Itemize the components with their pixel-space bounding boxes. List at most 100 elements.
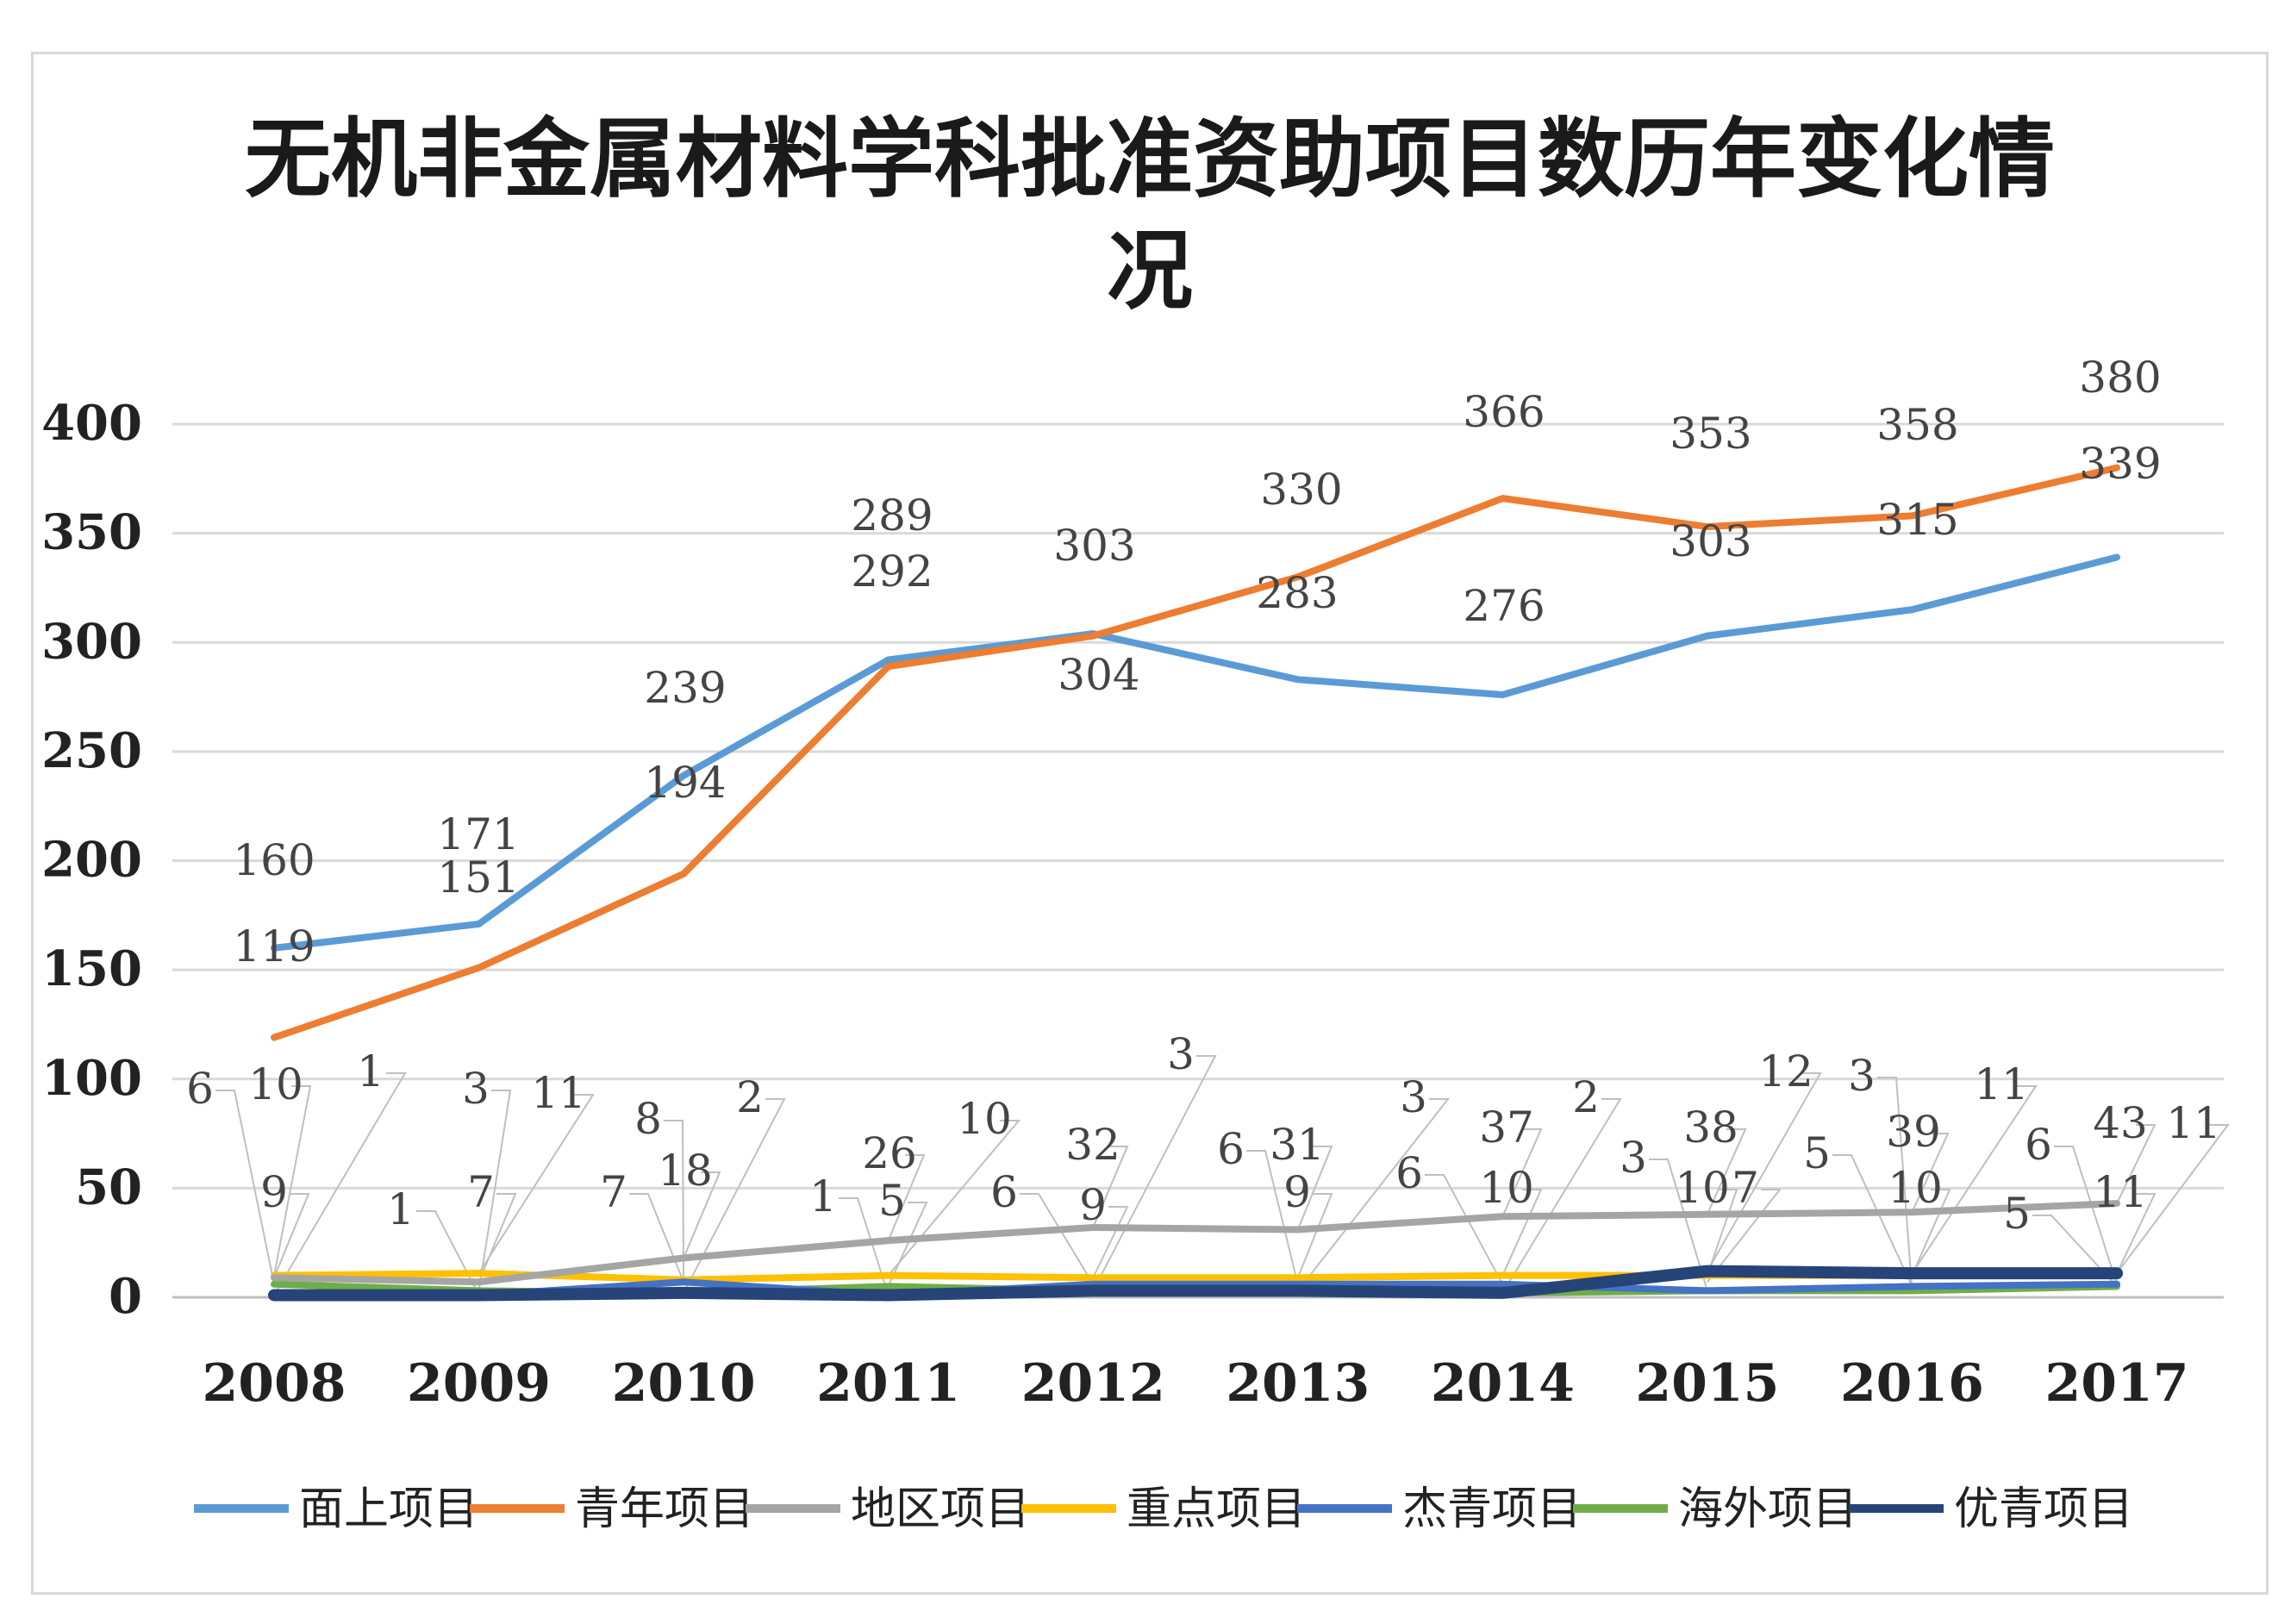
- label-leader-line: [477, 1094, 595, 1274]
- data-label: 8: [634, 1094, 662, 1144]
- data-label: 9: [1283, 1167, 1311, 1217]
- data-label: 10: [1675, 1163, 1730, 1213]
- data-label: 38: [1683, 1102, 1738, 1152]
- label-leader-line: [839, 1197, 889, 1296]
- series-line-面上项目: [271, 553, 2120, 952]
- x-tick-label-2008: 2008: [203, 1353, 346, 1414]
- label-leader-line: [215, 1090, 275, 1285]
- data-label: 6: [2025, 1120, 2052, 1170]
- data-label: 119: [233, 921, 315, 971]
- data-label: 289: [851, 490, 933, 540]
- data-label: 11: [2093, 1167, 2148, 1217]
- y-tick-label-200: 200: [41, 832, 142, 889]
- label-leader-line: [1707, 1189, 1782, 1283]
- label-leader-line: [683, 1098, 786, 1294]
- data-label: 7: [467, 1167, 495, 1217]
- label-leader-line: [887, 1120, 1021, 1277]
- data-label: 304: [1058, 650, 1139, 700]
- label-leader-line: [1911, 1133, 1950, 1213]
- data-label: 2: [1572, 1072, 1600, 1122]
- label-leader-line: [887, 1154, 926, 1241]
- data-label: 1: [357, 1046, 384, 1096]
- data-label: 11: [531, 1068, 586, 1118]
- label-leader-line: [2116, 1124, 2230, 1274]
- y-tick-label-150: 150: [41, 940, 142, 997]
- data-label: 6: [1395, 1148, 1423, 1198]
- data-label: 10: [957, 1094, 1012, 1144]
- label-leader-line: [273, 1072, 407, 1296]
- data-label: 10: [1888, 1163, 1943, 1213]
- data-label: 31: [1270, 1120, 1325, 1170]
- data-label: 315: [1876, 495, 1958, 545]
- label-leader-line: [1832, 1154, 1913, 1287]
- x-tick-label-2012: 2012: [1021, 1353, 1165, 1414]
- x-tick-label-2010: 2010: [612, 1353, 756, 1414]
- x-tick-label-2011: 2011: [816, 1353, 960, 1414]
- data-label: 171: [437, 809, 519, 859]
- label-leader-line: [1649, 1159, 1708, 1291]
- legend-label-杰青项目: 杰青项目: [1402, 1483, 1582, 1535]
- data-label: 3: [1848, 1051, 1876, 1101]
- data-label: 303: [1670, 516, 1751, 566]
- data-label: 353: [1670, 409, 1751, 459]
- label-leader-line: [1092, 1146, 1129, 1228]
- chart-title-line-1: 无机非金属材料学科批准资助项目数历年变化情: [245, 109, 2055, 209]
- data-label: 358: [1876, 400, 1958, 450]
- label-leader-line: [1911, 1189, 1951, 1277]
- data-label: 7: [600, 1167, 627, 1217]
- data-label: 11: [1974, 1059, 2029, 1109]
- series-line-优青项目: [268, 1265, 2123, 1302]
- chart-title-line-2: 况: [1107, 221, 1193, 322]
- data-label: 37: [1479, 1102, 1534, 1152]
- data-label: 339: [2079, 439, 2161, 489]
- label-leader-line: [664, 1120, 685, 1280]
- label-leader-line: [2032, 1215, 2118, 1288]
- data-label: 5: [1803, 1128, 1831, 1178]
- data-label: 160: [233, 835, 315, 885]
- data-label: 194: [644, 758, 726, 808]
- label-leader-line: [1246, 1150, 1299, 1285]
- legend-label-重点项目: 重点项目: [1127, 1483, 1306, 1535]
- label-leader-line: [2054, 1146, 2118, 1285]
- data-label: 330: [1260, 465, 1342, 515]
- data-label: 1: [387, 1184, 415, 1234]
- data-label: 3: [1620, 1133, 1647, 1183]
- legend-label-地区项目: 地区项目: [851, 1483, 1030, 1535]
- data-label: 380: [2079, 353, 2161, 403]
- data-label: 11: [2166, 1098, 2221, 1148]
- series-line-青年项目: [271, 464, 2120, 1041]
- label-leader-line: [1501, 1189, 1543, 1277]
- y-tick-label-250: 250: [41, 722, 142, 779]
- data-label: 6: [990, 1167, 1018, 1217]
- data-label: 5: [878, 1176, 906, 1226]
- label-leader-line: [1501, 1098, 1622, 1294]
- data-label: 7: [1732, 1163, 1759, 1213]
- y-tick-label-300: 300: [41, 613, 142, 670]
- x-tick-label-2009: 2009: [407, 1353, 551, 1414]
- data-label: 9: [1079, 1180, 1107, 1230]
- data-label: 10: [1479, 1163, 1534, 1213]
- legend-label-青年项目: 青年项目: [575, 1483, 754, 1535]
- label-leader-line: [629, 1193, 685, 1283]
- data-label: 366: [1463, 387, 1545, 437]
- label-leader-line: [1706, 1128, 1747, 1215]
- data-label: 239: [644, 663, 726, 713]
- label-leader-line: [683, 1171, 721, 1259]
- data-label: 151: [437, 853, 519, 903]
- data-label: 26: [862, 1128, 917, 1178]
- y-tick-label-50: 50: [75, 1159, 142, 1215]
- data-label: 18: [658, 1146, 713, 1196]
- label-leader-line: [477, 1193, 517, 1283]
- label-leader-line: [1020, 1193, 1095, 1285]
- data-label: 276: [1463, 581, 1545, 631]
- label-leader-line: [2116, 1193, 2157, 1274]
- legend-label-优青项目: 优青项目: [1954, 1483, 2133, 1535]
- label-leader-line: [416, 1210, 480, 1296]
- data-label: 3: [1167, 1029, 1195, 1079]
- data-label: 1: [809, 1171, 837, 1221]
- y-tick-label-100: 100: [41, 1050, 142, 1107]
- data-label: 32: [1065, 1120, 1120, 1170]
- label-leader-line: [2116, 1124, 2157, 1204]
- data-label: 3: [1400, 1072, 1427, 1122]
